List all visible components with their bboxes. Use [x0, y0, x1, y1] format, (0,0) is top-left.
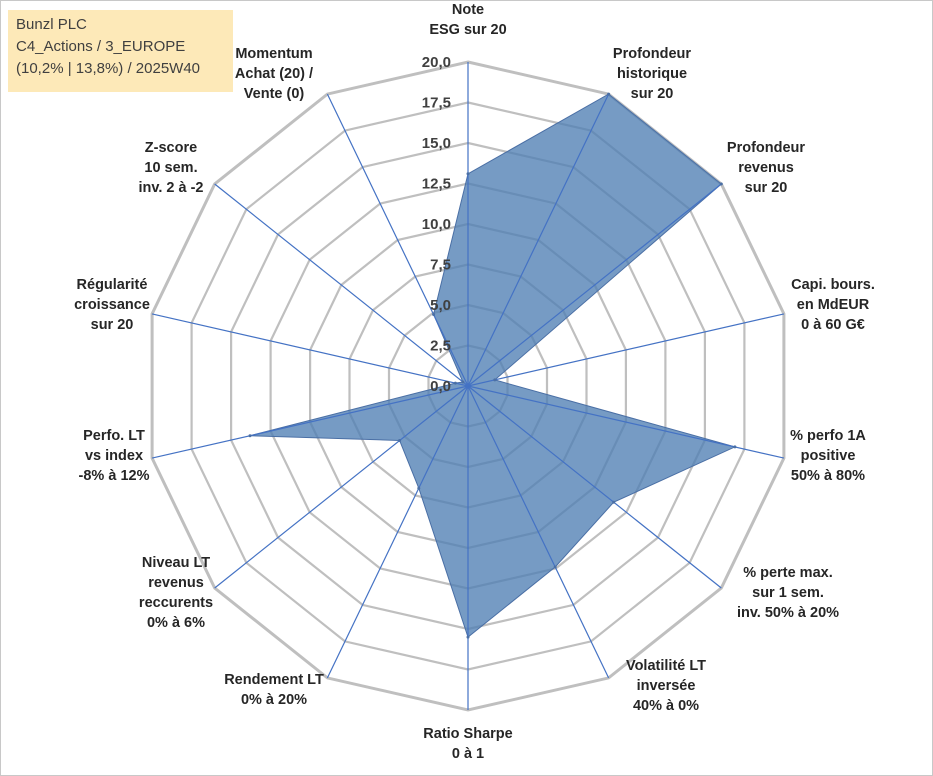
axis-spoke — [467, 385, 610, 679]
axis-spoke — [151, 313, 469, 387]
data-point — [733, 445, 737, 449]
axis-spoke — [214, 385, 469, 589]
axis-spoke — [151, 385, 469, 459]
axis-spoke — [467, 385, 722, 589]
tick-label: 10,0 — [422, 216, 451, 233]
axis-label: Profondeur historique sur 20 — [613, 46, 691, 102]
axis-label: Capi. bours. en MdEUR 0 à 60 G€ — [791, 277, 875, 333]
data-point — [612, 500, 616, 504]
axis-spoke — [326, 93, 469, 387]
axis-label: Note ESG sur 20 — [429, 2, 506, 38]
info-period: (10,2% | 13,8%) / 2025W40 — [16, 60, 200, 77]
axis-label: Rendement LT 0% à 20% — [224, 672, 324, 708]
data-point — [493, 378, 497, 382]
info-box: Bunzl PLC C4_Actions / 3_EUROPE (10,2% |… — [8, 10, 233, 92]
data-point — [432, 313, 436, 316]
data-point — [719, 182, 723, 186]
tick-label: 15,0 — [422, 135, 451, 152]
data-point — [248, 434, 252, 438]
info-company: Bunzl PLC — [16, 16, 87, 33]
data-area — [249, 93, 737, 638]
axis-spoke — [467, 385, 785, 459]
axis-label: Niveau LT revenus reccurents 0% à 6% — [139, 555, 213, 631]
data-point — [466, 172, 470, 176]
axis-label: % perfo 1A positive 50% à 80% — [790, 428, 866, 484]
data-point — [553, 565, 557, 569]
axis-label: % perte max. sur 1 sem. inv. 50% à 20% — [737, 565, 839, 621]
data-point — [453, 381, 457, 385]
axis-spoke — [467, 93, 610, 387]
data-point — [461, 380, 465, 384]
axis-spoke — [467, 183, 722, 387]
axis-spoke — [467, 313, 785, 387]
axis-label: Régularité croissance sur 20 — [74, 277, 150, 333]
tick-label: 17,5 — [422, 95, 451, 112]
axis-label: Momentum Achat (20) / Vente (0) — [235, 46, 313, 102]
axis-label: Ratio Sharpe 0 à 1 — [423, 726, 512, 762]
info-category: C4_Actions / 3_EUROPE — [16, 38, 186, 55]
data-point — [417, 486, 421, 490]
tick-label: 5,0 — [430, 297, 451, 314]
tick-label: 7,5 — [430, 257, 451, 274]
tick-label: 2,5 — [430, 338, 451, 355]
axis-label: Profondeur revenus sur 20 — [727, 140, 805, 196]
axis-label: Volatilité LT inversée 40% à 0% — [626, 658, 706, 714]
tick-label: 0,0 — [430, 378, 451, 395]
axis-label: Perfo. LT vs index -8% à 12% — [79, 428, 150, 484]
data-point — [398, 439, 402, 442]
tick-label: 12,5 — [422, 176, 451, 193]
axis-label: Z-score 10 sem. inv. 2 à -2 — [138, 140, 203, 196]
axis-spoke — [326, 385, 469, 679]
tick-label: 20,0 — [422, 54, 451, 71]
data-point — [607, 92, 611, 96]
data-point — [466, 635, 470, 639]
axis-spoke — [214, 183, 469, 387]
